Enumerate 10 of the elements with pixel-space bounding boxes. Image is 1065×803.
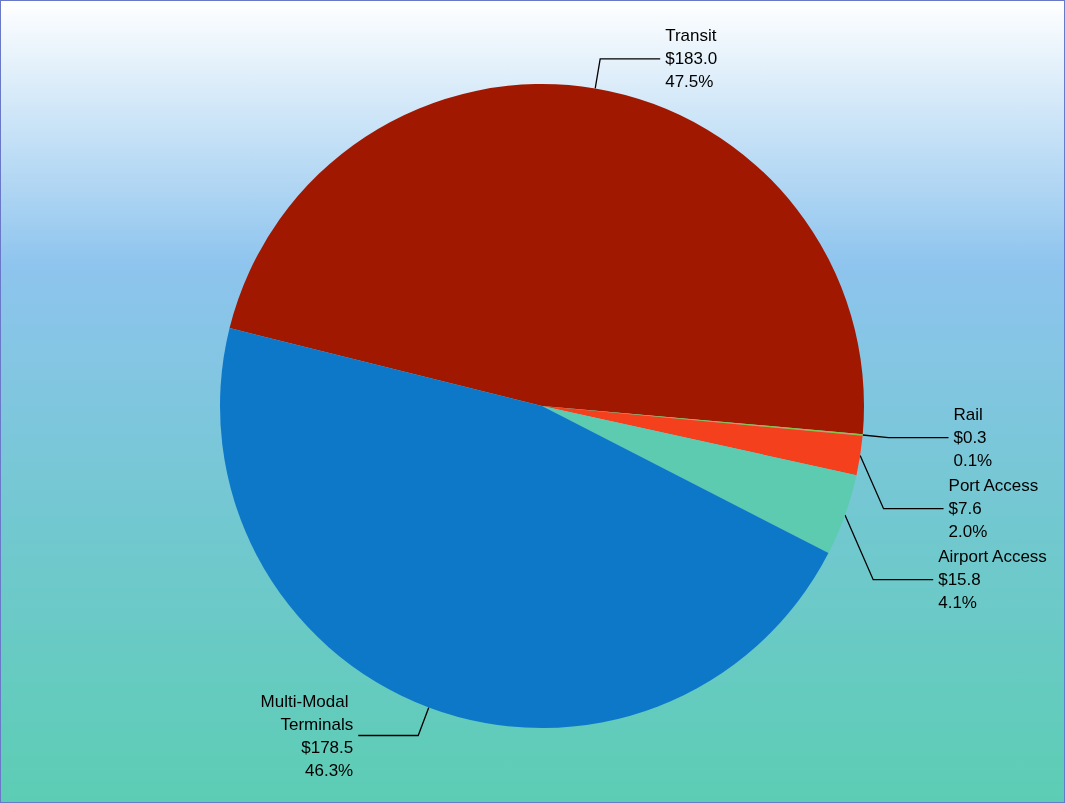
data-label: $183.0 47.5%	[665, 49, 718, 92]
slice-label: Rail	[953, 405, 983, 425]
data-label: $7.6 2.0%	[948, 499, 988, 542]
data-label: $15.8 4.1%	[938, 570, 981, 613]
data-label: $0.3 0.1%	[953, 428, 993, 471]
slice-label: Port Access	[948, 476, 1039, 496]
slice-label: Airport Access	[938, 547, 1047, 567]
slice-label: Transit	[665, 26, 717, 46]
data-label: $178.5 46.3%	[301, 737, 354, 780]
slice-label: Multi-Modal Terminals	[260, 691, 354, 734]
